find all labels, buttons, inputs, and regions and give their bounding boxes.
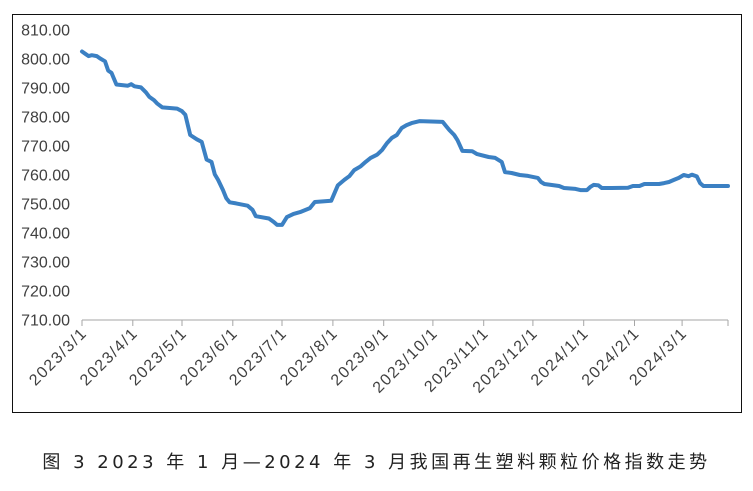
y-tick-label: 710.00 xyxy=(21,313,70,330)
line-chart: 810.00 800.00 790.00 780.00 770.00 760.00 750.… xyxy=(21,23,730,397)
y-tick-label: 770.00 xyxy=(21,139,70,156)
y-tick-label: 750.00 xyxy=(21,197,70,214)
y-tick-label: 790.00 xyxy=(21,81,70,98)
y-tick-label: 730.00 xyxy=(21,255,70,272)
chart-frame xyxy=(12,14,742,413)
y-tick-label: 740.00 xyxy=(21,226,70,243)
y-tick-label: 800.00 xyxy=(21,52,70,69)
y-tick-label: 810.00 xyxy=(21,23,70,40)
y-tick-label: 780.00 xyxy=(21,110,70,127)
y-tick-label: 720.00 xyxy=(21,284,70,301)
plot-area xyxy=(80,49,730,227)
y-tick-label: 760.00 xyxy=(21,168,70,185)
series-line xyxy=(80,49,730,227)
y-axis: 810.00 800.00 790.00 780.00 770.00 760.00 750.… xyxy=(21,23,70,330)
figure-caption: 图 3 2023 年 1 月—2024 年 3 月我国再生塑料颗粒价格指数走势 xyxy=(42,452,711,473)
x-axis: 2023/3/12023/4/12023/5/12023/6/12023/7/1… xyxy=(26,319,729,397)
